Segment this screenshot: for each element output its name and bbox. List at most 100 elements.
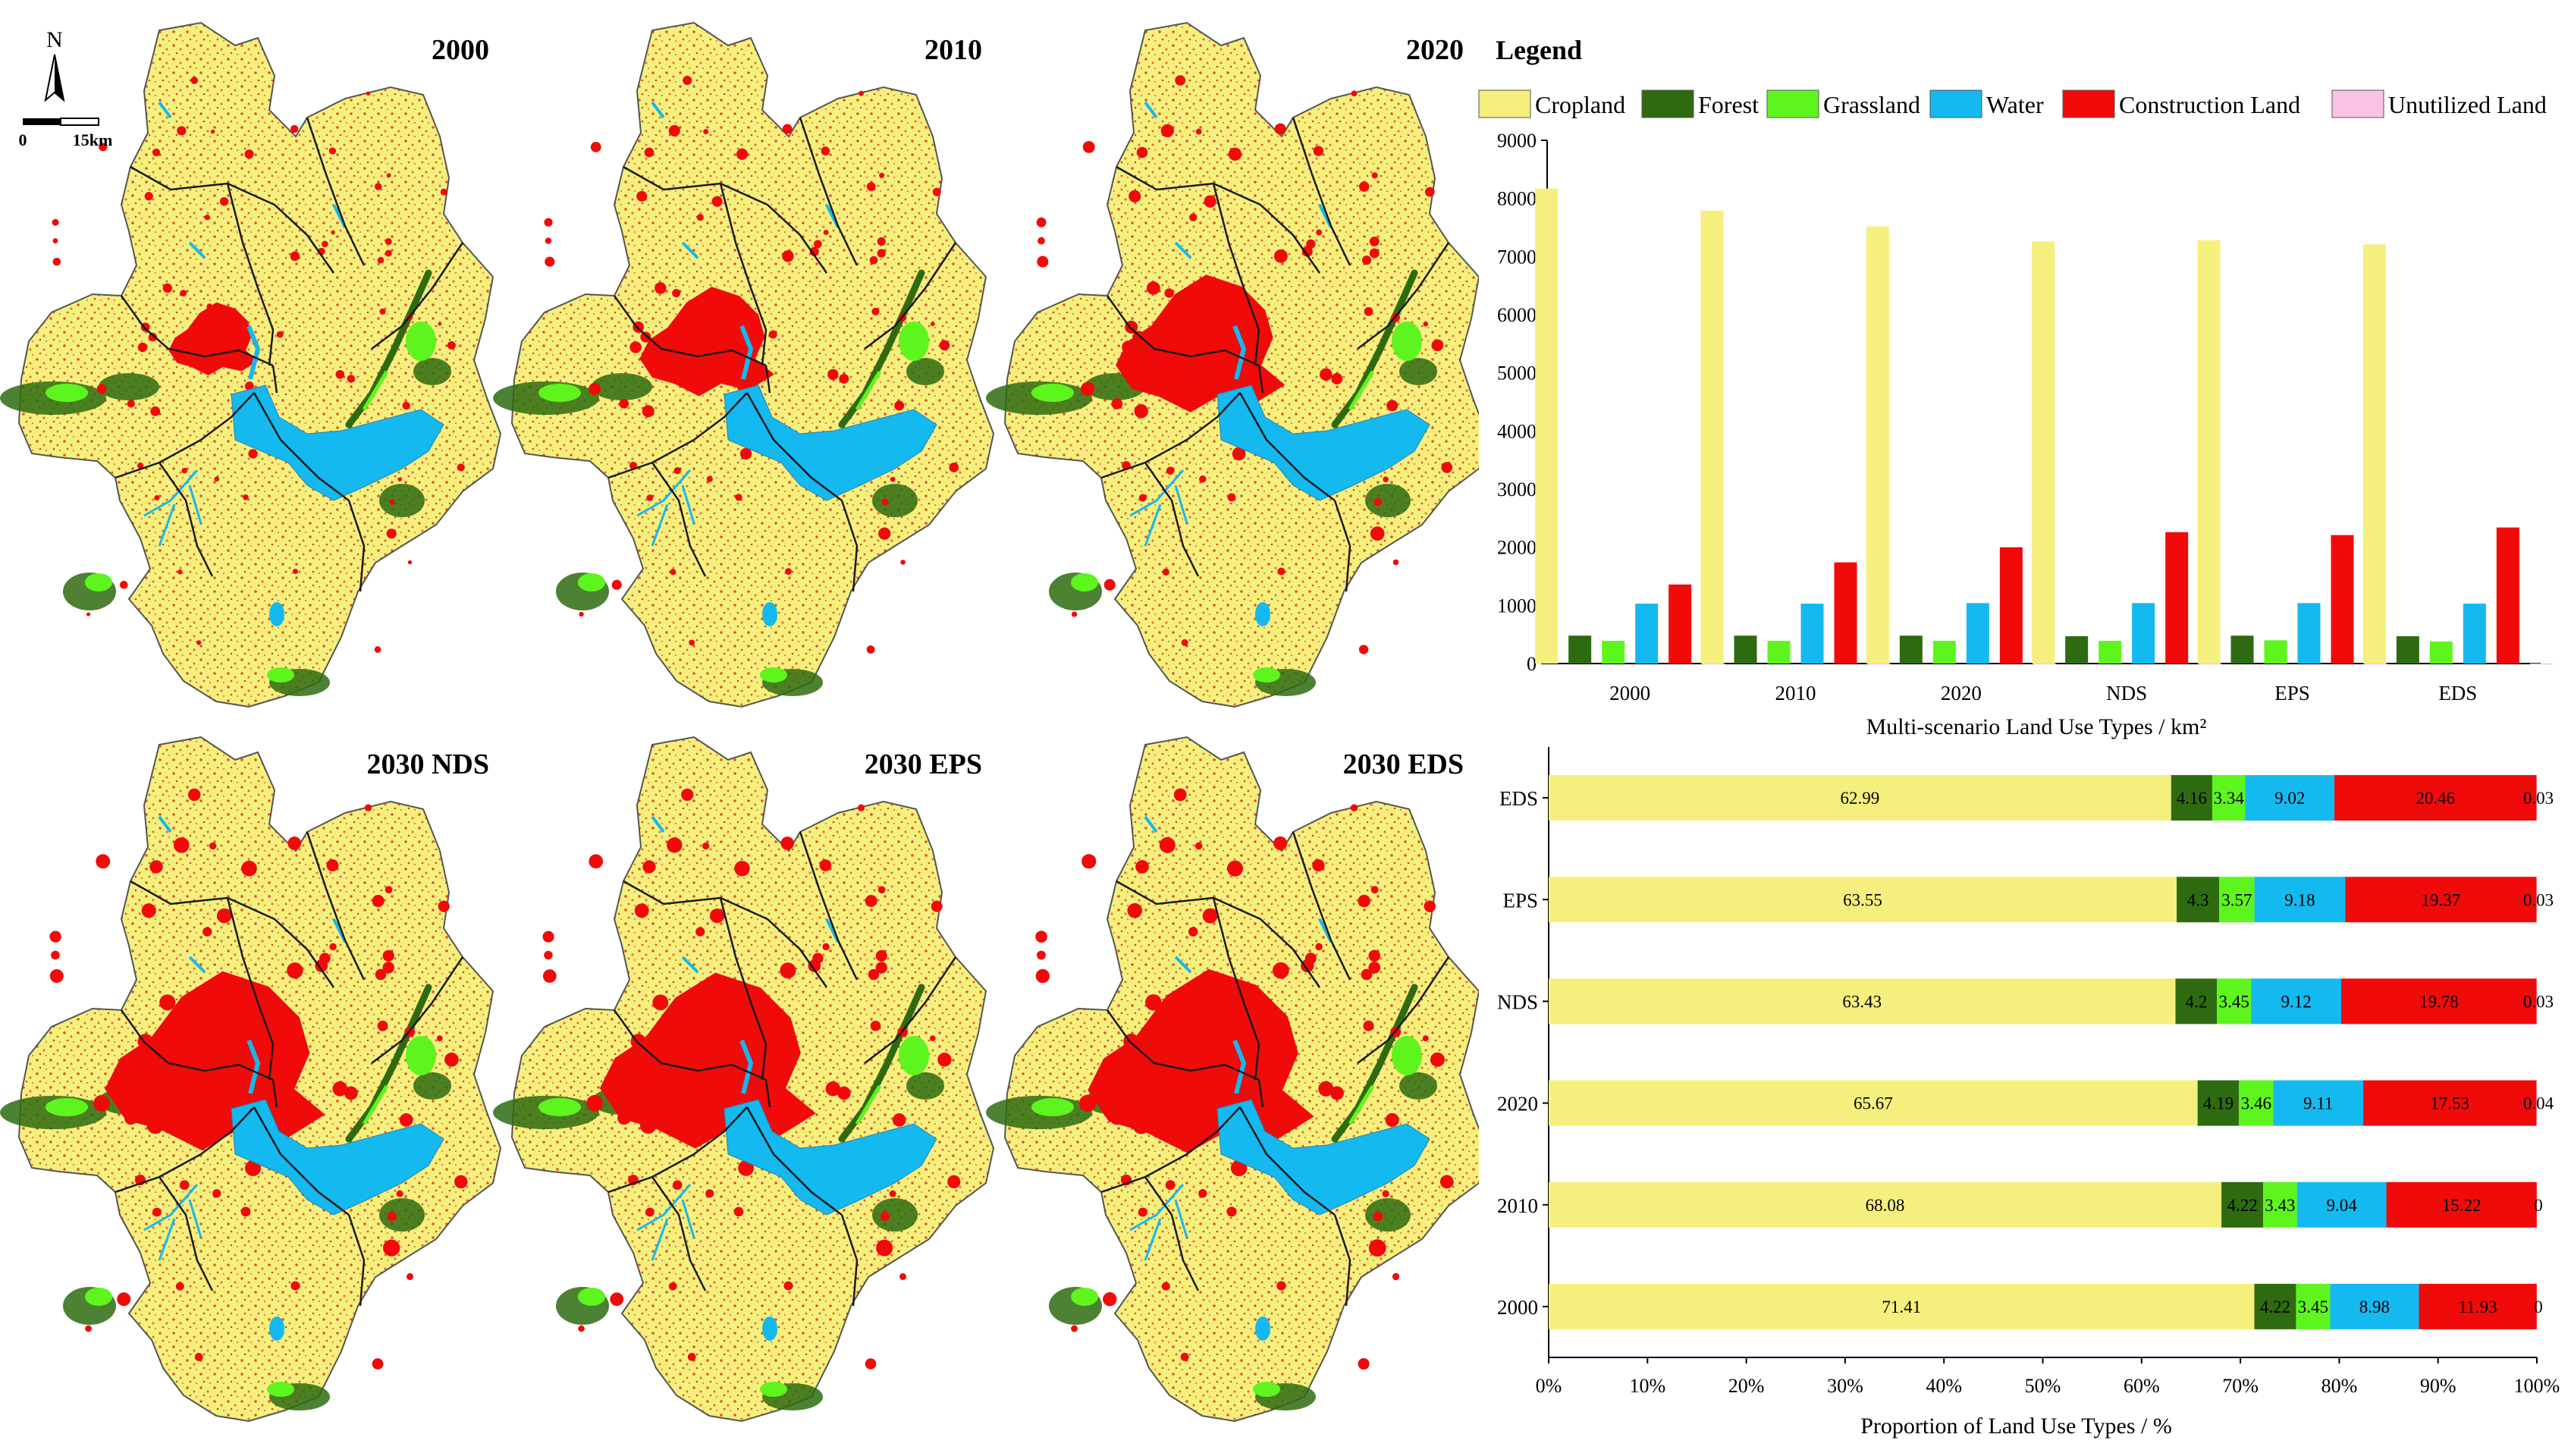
construction-patch [1422, 1035, 1429, 1042]
forest-ridge [345, 984, 432, 1143]
construction-patch [1358, 181, 1370, 192]
construction-patch [144, 192, 153, 201]
bar-water-2020 [1966, 603, 1989, 664]
construction-patch [402, 401, 410, 410]
construction-patch [652, 994, 669, 1011]
construction-patch [711, 196, 723, 207]
construction-patch [177, 126, 187, 136]
segment-cropland-2020 [1549, 1080, 2198, 1126]
construction-patch [611, 579, 622, 590]
construction-patch [1273, 249, 1288, 263]
construction-patch [1202, 908, 1218, 924]
grassland-ridge [362, 1084, 389, 1125]
construction-patch [407, 560, 413, 565]
construction-patch [287, 962, 303, 979]
construction-patch [1173, 788, 1187, 802]
x-tick-label: 20% [1728, 1375, 1765, 1397]
construction-patch [436, 1035, 443, 1042]
river [739, 325, 754, 380]
segment-label: 0 [2534, 1298, 2543, 1316]
construction-patch [386, 173, 391, 178]
construction-patch [383, 1239, 400, 1257]
construction-patch [825, 1081, 841, 1097]
construction-patch [1189, 213, 1198, 221]
forest-patch [1365, 484, 1411, 517]
construction-patch [703, 129, 709, 135]
construction-patch [1134, 404, 1148, 419]
construction-patch [871, 307, 880, 315]
construction-patch [52, 238, 58, 243]
construction-patch [1276, 1281, 1286, 1291]
y-tick-label: 8000 [1497, 188, 1537, 210]
district-border [371, 956, 464, 1064]
construction-patch [240, 1207, 251, 1217]
construction-patch [152, 1207, 162, 1217]
construction-patch [1227, 493, 1236, 502]
x-tick-label: 100% [2514, 1375, 2560, 1397]
segment-label: 3.45 [2298, 1298, 2328, 1316]
district-border [719, 183, 768, 366]
grassland-patch [406, 1036, 436, 1075]
construction-patch [705, 1189, 714, 1198]
construction-patch [672, 1180, 683, 1190]
construction-patch [1146, 281, 1160, 295]
river-network [143, 1184, 202, 1261]
construction-patch [655, 282, 667, 294]
construction-patch [880, 1211, 890, 1222]
urban-area [1088, 968, 1314, 1153]
segment-water-2010 [2296, 1181, 2387, 1228]
construction-patch [578, 1325, 585, 1332]
construction-patch [447, 340, 456, 350]
construction-patch [99, 143, 108, 152]
district-border [651, 462, 707, 577]
forest-ridge [1331, 269, 1418, 428]
y-tick-label: 6000 [1497, 304, 1537, 326]
segment-label: 3.46 [2241, 1094, 2271, 1113]
forest-patch [1399, 358, 1437, 385]
construction-patch [51, 950, 60, 960]
x-category-label: EDS [2438, 682, 2477, 704]
construction-patch [667, 837, 683, 853]
bar-construction-land-2010 [1834, 562, 1857, 664]
construction-patch [379, 308, 386, 315]
construction-patch [1371, 172, 1378, 179]
y-category-label: EPS [1502, 889, 1538, 912]
construction-patch [783, 1281, 793, 1291]
construction-patch [287, 836, 302, 850]
construction-patch [1081, 854, 1097, 869]
bar-grassland-2000 [1602, 641, 1625, 664]
district-border [226, 897, 275, 1081]
segment-label: 3.43 [2265, 1196, 2295, 1215]
x-tick-label: 40% [1926, 1375, 1962, 1397]
river-network [636, 469, 695, 547]
construction-patch [1424, 900, 1436, 912]
construction-patch [1037, 256, 1049, 268]
construction-patch [406, 1272, 414, 1280]
grassland-patch [406, 322, 436, 361]
construction-patch [868, 968, 880, 981]
construction-patch [689, 639, 695, 646]
bar-forest-eps [2230, 635, 2254, 664]
district-border [607, 1106, 748, 1194]
construction-patch [137, 462, 144, 469]
bar-forest-2010 [1734, 635, 1757, 664]
x-tick-label: 80% [2321, 1375, 2358, 1397]
river-network [636, 1184, 695, 1261]
construction-patch [1313, 146, 1324, 156]
construction-patch [396, 1190, 403, 1197]
segment-label: 4.22 [2260, 1298, 2290, 1316]
x-category-label: NDS [2106, 682, 2147, 704]
construction-patch [1368, 962, 1381, 974]
segment-grassland-2010 [2263, 1181, 2297, 1228]
district-border [130, 165, 335, 274]
construction-patch [150, 406, 161, 416]
construction-patch [1138, 494, 1147, 502]
construction-patch [1351, 90, 1358, 97]
grassland-ridge [855, 370, 882, 411]
segment-grassland-eds [2212, 775, 2246, 821]
forest-ridge [345, 269, 432, 428]
district-border [306, 117, 366, 266]
lake [231, 384, 444, 501]
district-border [1144, 462, 1200, 577]
district-border [764, 1079, 771, 1108]
